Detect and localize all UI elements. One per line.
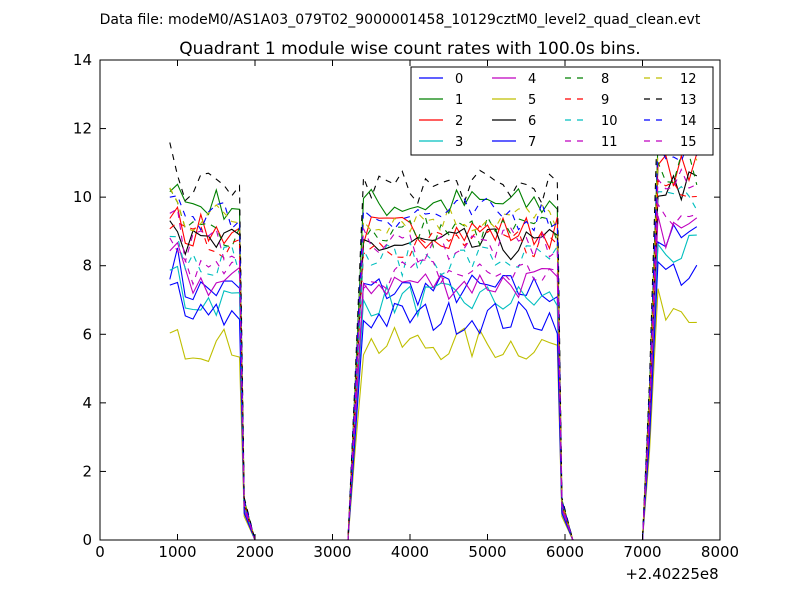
chart-title: Quadrant 1 module wise count rates with … [179,39,640,59]
series-line-4 [169,215,698,540]
series-layer [169,99,698,540]
series-line-9 [169,179,697,540]
series-line-11 [169,202,697,540]
x-tick-label: 4000 [391,543,429,561]
x-tick-label: 2000 [236,543,274,561]
x-tick-label: 5000 [468,543,506,561]
x-tick-label: 3000 [313,543,351,561]
series-line-13 [169,99,697,540]
x-tick-label: 6000 [546,543,584,561]
series-line-7 [169,260,698,540]
data-file-suptitle: Data file: modeM0/AS1A03_079T02_90000014… [100,12,701,28]
x-axis: 0 1000 2000 3000 4000 5000 6000 7000 8000 [95,60,739,561]
y-tick-label: 14 [73,51,92,69]
legend-label-11: 11 [601,135,618,150]
series-line-12 [169,135,698,540]
series-line-10 [169,185,698,540]
series-line-5 [169,288,697,540]
x-tick-label: 0 [95,543,105,561]
series-line-2 [169,153,698,540]
series-line-15 [169,168,698,540]
y-tick-label: 2 [82,462,92,480]
series-line-14 [169,138,698,540]
legend-label-1: 1 [455,93,463,108]
plot-area: 0 1000 2000 3000 4000 5000 6000 7000 8000 0 2 4 6 8 1… [73,51,739,583]
x-tick-label: 1000 [158,543,196,561]
legend-label-15: 15 [680,135,697,150]
legend-label-4: 4 [528,72,536,87]
legend-label-0: 0 [455,72,463,87]
legend-label-6: 6 [528,114,536,129]
legend-frame [410,66,714,156]
y-tick-label: 8 [82,257,92,275]
legend-label-10: 10 [601,114,618,129]
legend-label-7: 7 [528,135,536,150]
series-line-3 [169,234,697,540]
x-offset-label: +2.40225e8 [625,565,718,583]
x-tick-label: 8000 [701,543,739,561]
legend-label-3: 3 [455,135,463,150]
legend-label-5: 5 [528,93,536,108]
legend-label-8: 8 [601,72,609,87]
series-line-0 [169,223,698,540]
legend-label-12: 12 [680,72,697,87]
legend-label-2: 2 [455,114,463,129]
y-tick-label: 12 [73,120,92,138]
legend-label-14: 14 [680,114,697,129]
y-tick-label: 6 [82,325,92,343]
y-tick-label: 0 [82,531,92,549]
y-tick-label: 10 [73,188,92,206]
y-tick-label: 4 [82,394,92,412]
legend-label-9: 9 [601,93,609,108]
legend-label-13: 13 [680,93,697,108]
series-line-6 [169,171,698,540]
x-tick-label: 7000 [623,543,661,561]
